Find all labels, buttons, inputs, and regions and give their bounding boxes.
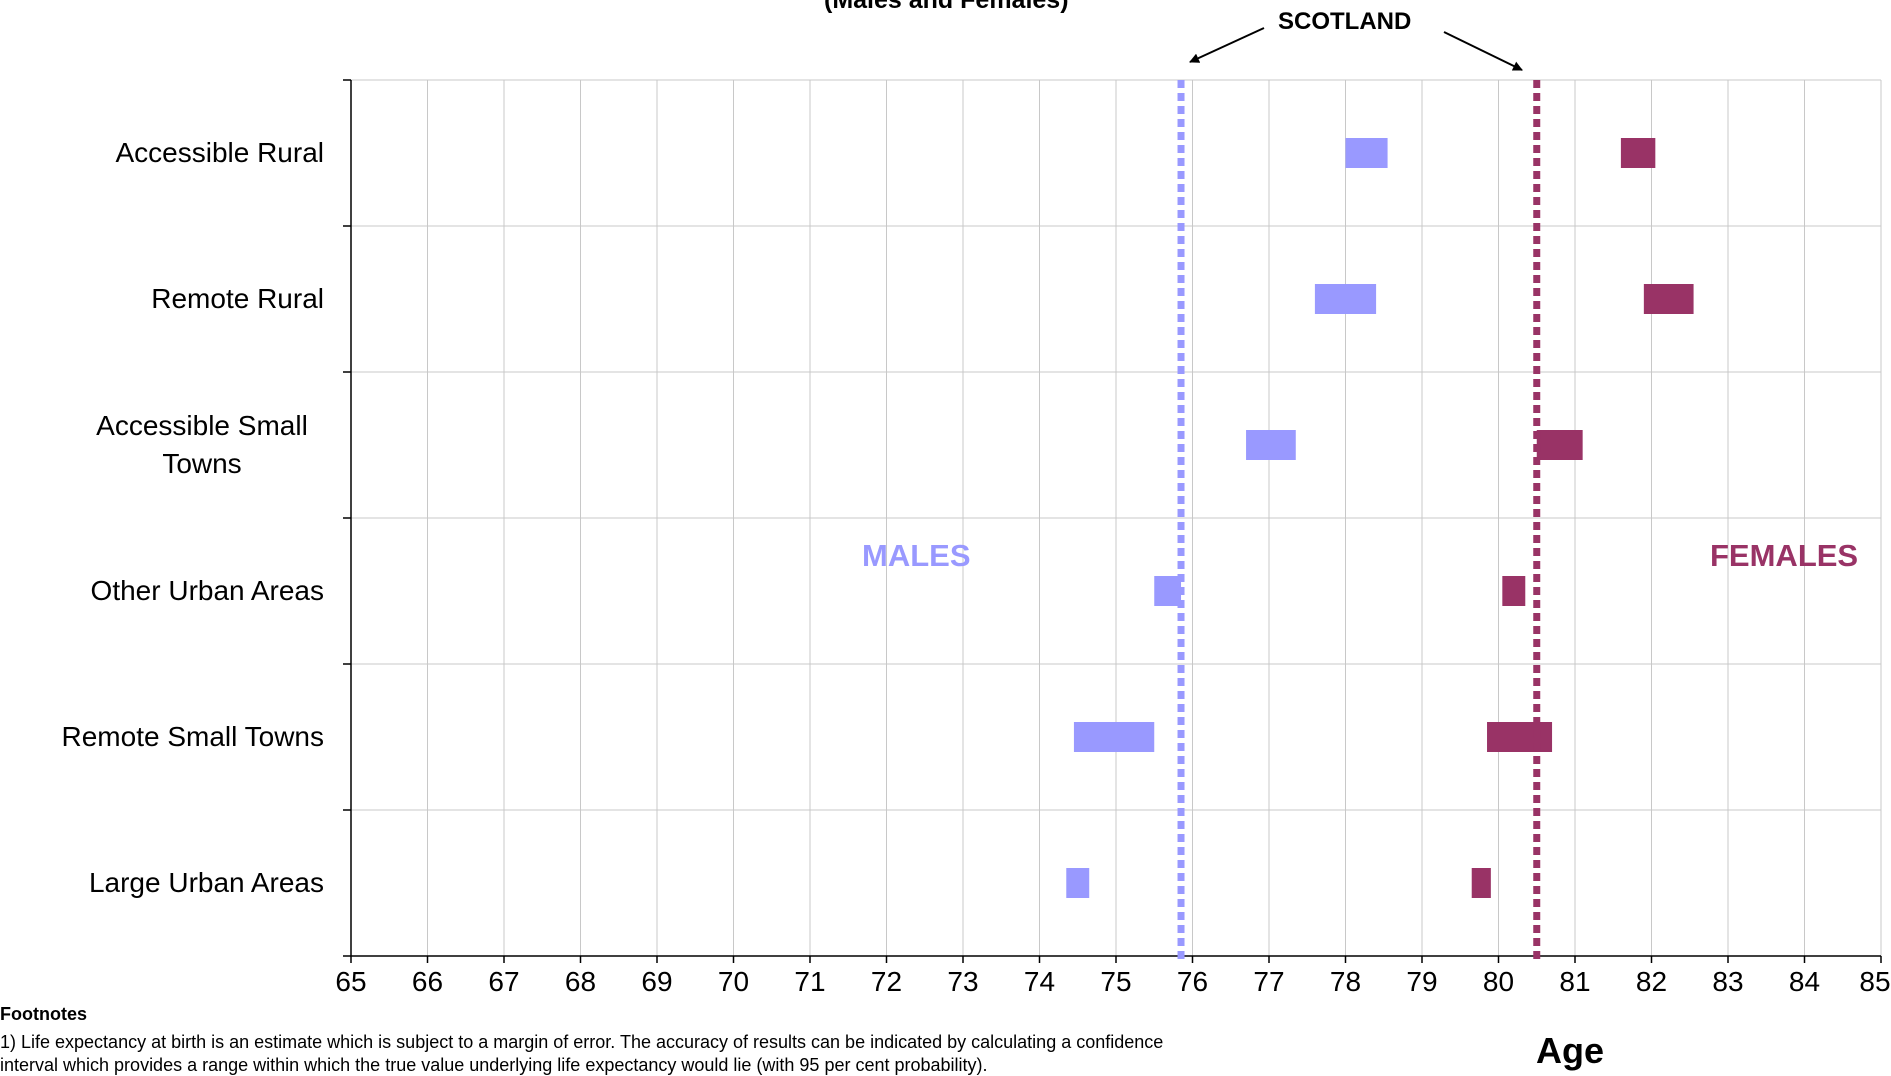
males-annotation: MALES	[862, 538, 971, 573]
x-tick-label: 70	[717, 966, 750, 997]
range-bar-females	[1643, 284, 1694, 314]
range-bar-females	[1620, 138, 1656, 168]
x-tick-label: 82	[1635, 966, 1668, 997]
category-label: Accessible Rural	[115, 137, 324, 168]
footnote-line-1: 1) Life expectancy at birth is an estima…	[0, 1032, 1164, 1052]
category-label: Other Urban Areas	[90, 575, 324, 606]
x-tick-label: 77	[1253, 966, 1285, 997]
range-bar-males	[1073, 722, 1155, 752]
category-label: Accessible Small Towns	[96, 410, 308, 479]
scotland-arrow-females	[1443, 31, 1523, 71]
x-tick-label: 83	[1712, 966, 1744, 997]
x-tick-label: 73	[947, 966, 979, 997]
x-tick-label: 75	[1100, 966, 1132, 997]
range-bar-males	[1246, 430, 1296, 460]
x-tick-label: 66	[411, 966, 444, 997]
scotland-arrows	[1189, 27, 1523, 71]
x-tick-label: 65	[335, 966, 367, 997]
x-tick-label: 68	[564, 966, 597, 997]
category-label: Remote Small Towns	[61, 721, 324, 752]
range-bar-females	[1487, 722, 1553, 752]
range-bar-males	[1066, 868, 1090, 898]
range-bar-females	[1536, 430, 1583, 460]
footnote-line-2: interval which provides a range within w…	[0, 1055, 988, 1075]
category-label: Remote Rural	[151, 283, 324, 314]
x-tick-label: 84	[1788, 966, 1821, 997]
range-bar-females	[1502, 576, 1526, 606]
category-label: Large Urban Areas	[88, 867, 324, 898]
scotland-arrow-males	[1189, 27, 1265, 63]
x-tick-label: 79	[1406, 966, 1438, 997]
footnotes-title: Footnotes	[0, 1004, 87, 1024]
gridlines	[351, 79, 1882, 956]
x-tick-label: 74	[1023, 966, 1056, 997]
x-tick-label: 81	[1559, 966, 1591, 997]
x-tick-label: 85	[1859, 966, 1891, 997]
x-tick-label: 72	[870, 966, 903, 997]
range-bar-males	[1154, 576, 1182, 606]
x-tick-label: 69	[641, 966, 673, 997]
range-bar-males	[1345, 138, 1388, 168]
range-bar-females	[1471, 868, 1491, 898]
range-bars	[1066, 138, 1694, 898]
axes	[343, 79, 1882, 963]
scotland-reference-lines	[1177, 80, 1541, 964]
x-tick-label: 76	[1176, 966, 1209, 997]
x-tick-label: 71	[794, 966, 826, 997]
chart-title: (Males and Females)	[824, 0, 1069, 14]
females-annotation: FEMALES	[1710, 538, 1859, 573]
x-tick-label: 80	[1482, 966, 1515, 997]
scotland-annotation: SCOTLAND	[1278, 8, 1412, 35]
x-axis-label: Age	[1536, 1030, 1605, 1071]
x-tick-label: 67	[488, 966, 520, 997]
x-tick-label: 78	[1329, 966, 1362, 997]
range-bar-males	[1314, 284, 1377, 314]
